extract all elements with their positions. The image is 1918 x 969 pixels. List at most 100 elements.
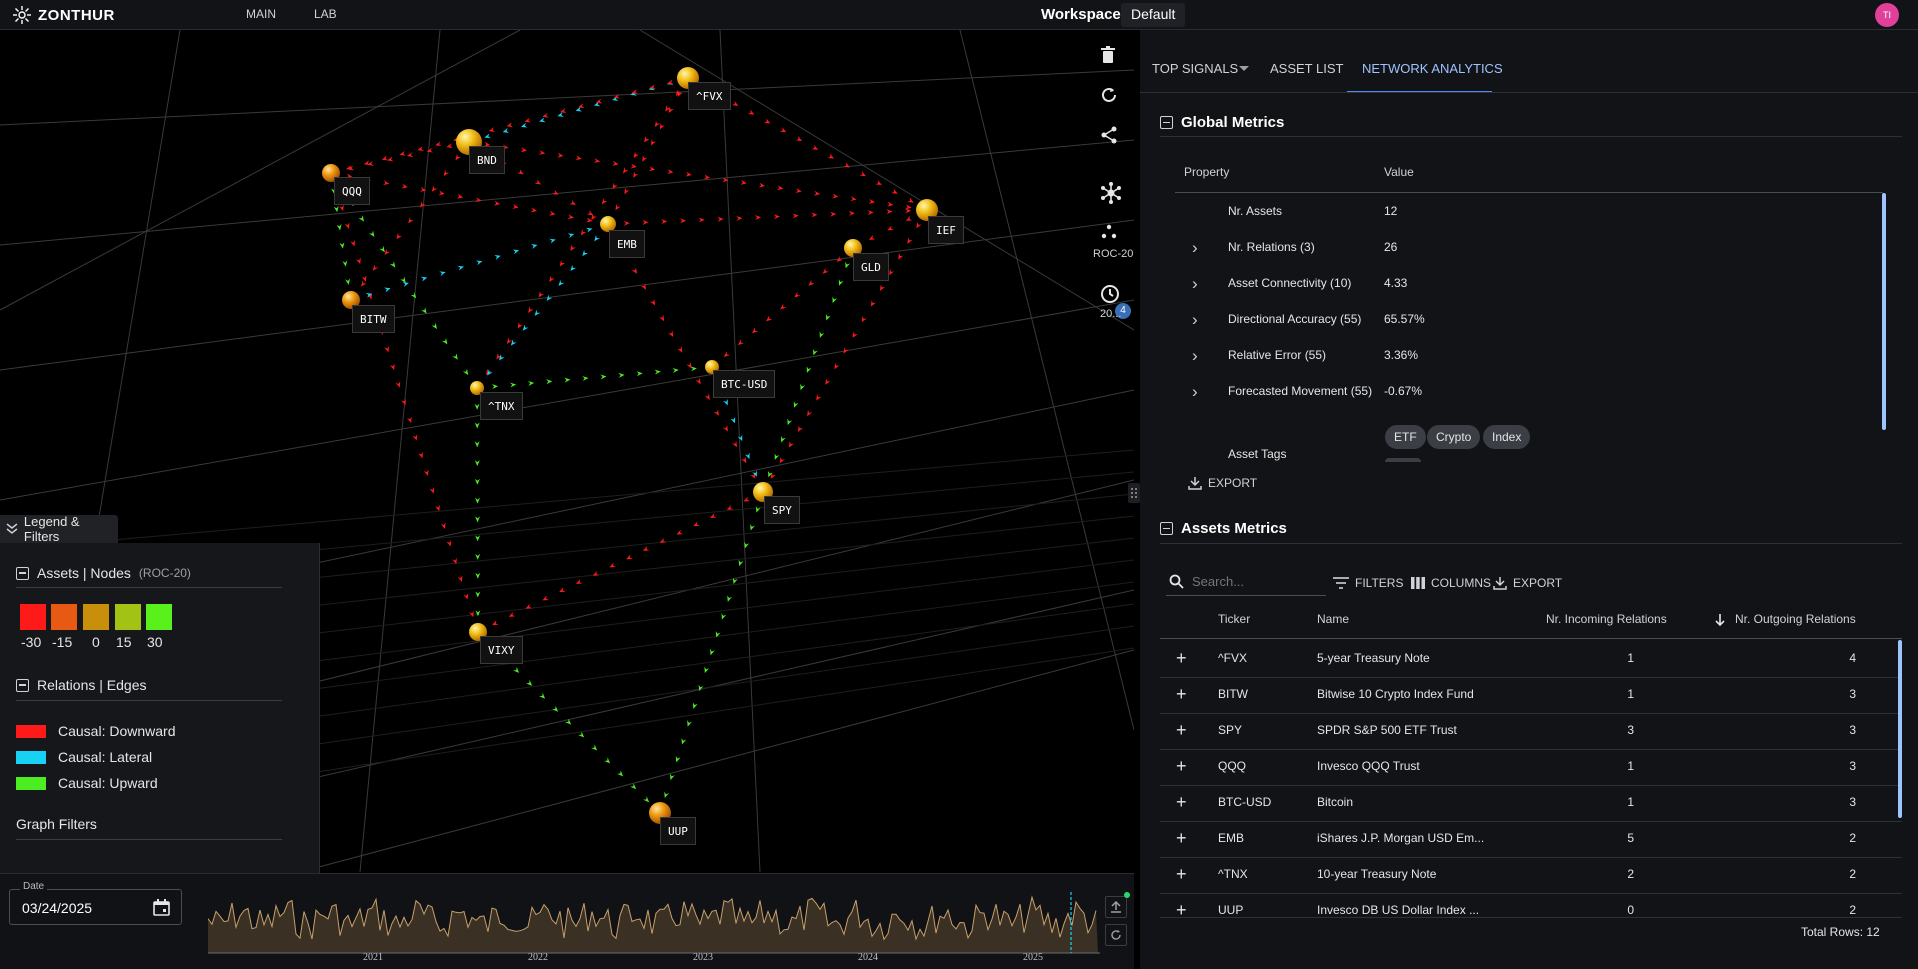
tag-chip-crypto[interactable]: Crypto <box>1427 425 1480 449</box>
legend-toggle[interactable]: Legend & Filters <box>0 515 118 543</box>
global-export-button[interactable]: EXPORT <box>1188 476 1257 490</box>
cell-outgoing: 4 <box>1849 651 1856 665</box>
table-scrollbar[interactable] <box>1898 640 1902 818</box>
node-label[interactable]: ^TNX <box>480 392 523 420</box>
expand-chevron-icon[interactable]: › <box>1192 382 1198 402</box>
global-metrics-header[interactable]: Global Metrics <box>1160 114 1284 131</box>
assets-metrics-title: Assets Metrics <box>1181 520 1287 537</box>
price-sparkline[interactable] <box>208 884 1100 954</box>
metrics-scrollbar[interactable] <box>1882 193 1886 430</box>
expand-row-icon[interactable]: + <box>1176 651 1187 665</box>
expand-row-icon[interactable]: + <box>1176 867 1187 881</box>
col-incoming[interactable]: Nr. Incoming Relations <box>1546 612 1667 626</box>
node-label[interactable]: ^FVX <box>688 82 731 110</box>
cell-ticker: EMB <box>1218 831 1244 845</box>
expand-chevron-icon[interactable]: › <box>1192 346 1198 366</box>
logo[interactable]: ZONTHUR <box>12 5 115 25</box>
year-tick: 2021 <box>363 952 383 963</box>
metric-value: 4.33 <box>1384 276 1407 290</box>
collapse-icon <box>1160 522 1173 535</box>
expand-row-icon[interactable]: + <box>1176 687 1187 701</box>
network-layout-icon[interactable] <box>1100 182 1122 204</box>
nodes-section-title: Assets | Nodes <box>37 565 131 581</box>
tab-top-signals[interactable]: TOP SIGNALS <box>1152 61 1238 76</box>
col-name[interactable]: Name <box>1317 612 1349 626</box>
columns-button[interactable]: COLUMNS <box>1411 576 1491 590</box>
asset-tags-label: Asset Tags <box>1228 447 1286 461</box>
year-tick: 2022 <box>528 952 548 963</box>
graph-nodes <box>322 67 938 824</box>
legend-tab-label: Legend & Filters <box>24 514 118 544</box>
expand-row-icon[interactable]: + <box>1176 759 1187 773</box>
node-label[interactable]: IEF <box>928 216 964 244</box>
metric-property: Directional Accuracy (55) <box>1228 312 1361 326</box>
divider <box>1175 192 1883 193</box>
divider <box>1160 917 1902 918</box>
node-label[interactable]: SPY <box>764 496 800 524</box>
upload-icon[interactable] <box>1105 896 1127 918</box>
edge-label: Causal: Downward <box>58 723 176 739</box>
refresh-icon[interactable] <box>1100 86 1122 108</box>
expand-row-icon[interactable]: + <box>1176 723 1187 737</box>
metric-property: Nr. Assets <box>1228 204 1282 218</box>
search-box[interactable] <box>1166 568 1326 596</box>
cell-ticker: SPY <box>1218 723 1242 737</box>
expand-chevron-icon[interactable]: › <box>1192 310 1198 330</box>
workspace-select[interactable]: Default <box>1121 3 1185 27</box>
filters-button[interactable]: FILTERS <box>1333 576 1403 590</box>
expand-row-icon[interactable]: + <box>1176 795 1187 809</box>
expand-row-icon[interactable]: + <box>1176 903 1187 917</box>
edges-section-header[interactable]: Relations | Edges <box>16 677 146 693</box>
graph-filters-header[interactable]: Graph Filters <box>16 816 97 832</box>
nav-main[interactable]: MAIN <box>246 7 276 21</box>
graph-edges <box>331 80 922 804</box>
cell-outgoing: 3 <box>1849 687 1856 701</box>
tab-asset-list[interactable]: ASSET LIST <box>1270 61 1343 76</box>
sort-desc-icon[interactable] <box>1714 613 1726 627</box>
node-label[interactable]: QQQ <box>334 177 370 205</box>
share-icon[interactable] <box>1100 126 1122 148</box>
reset-icon[interactable] <box>1105 924 1127 946</box>
cell-incoming: 0 <box>1627 903 1634 917</box>
tag-chip-etf[interactable]: ETF <box>1385 425 1426 449</box>
expand-chevron-icon[interactable]: › <box>1192 274 1198 294</box>
search-icon <box>1169 574 1184 589</box>
tab-network-analytics[interactable]: NETWORK ANALYTICS <box>1362 61 1503 76</box>
node-label[interactable]: VIXY <box>480 636 523 664</box>
tag-chip-index[interactable]: Index <box>1483 425 1530 449</box>
assets-export-button[interactable]: EXPORT <box>1493 576 1562 590</box>
live-dot <box>1124 892 1130 898</box>
search-input[interactable] <box>1190 570 1320 592</box>
cell-ticker: ^TNX <box>1218 867 1248 881</box>
node-label[interactable]: UUP <box>660 817 696 845</box>
col-outgoing[interactable]: Nr. Outgoing Relations <box>1735 612 1856 626</box>
node-label[interactable]: BND <box>469 146 505 174</box>
roc-metric-icon[interactable] <box>1100 223 1122 245</box>
avatar[interactable]: TI <box>1875 3 1899 27</box>
delete-icon[interactable] <box>1100 46 1122 68</box>
node-label[interactable]: GLD <box>853 253 889 281</box>
divider <box>16 700 282 701</box>
export-label: EXPORT <box>1208 476 1257 490</box>
nav-lab[interactable]: LAB <box>314 7 337 21</box>
scale-swatch <box>83 604 109 630</box>
expand-row-icon[interactable]: + <box>1176 831 1187 845</box>
node-label[interactable]: BTC-USD <box>713 370 775 398</box>
cell-incoming: 5 <box>1627 831 1634 845</box>
row-divider <box>1160 749 1902 750</box>
edge-legend-lateral: Causal: Lateral <box>16 749 152 765</box>
col-ticker[interactable]: Ticker <box>1218 612 1250 626</box>
node-label[interactable]: BITW <box>352 305 395 333</box>
assets-metrics-header[interactable]: Assets Metrics <box>1160 520 1287 537</box>
nodes-section-header[interactable]: Assets | Nodes (ROC-20) <box>16 565 191 581</box>
edge-label: Causal: Upward <box>58 775 158 791</box>
node-label[interactable]: EMB <box>609 230 645 258</box>
calendar-icon[interactable] <box>153 899 170 916</box>
panel-splitter[interactable] <box>1128 483 1140 503</box>
row-divider <box>1160 677 1902 678</box>
workspace-label: Workspace: <box>1041 6 1126 23</box>
expand-chevron-icon[interactable]: › <box>1192 238 1198 258</box>
clock-icon[interactable] <box>1100 284 1122 306</box>
chevron-down-icon[interactable] <box>1239 66 1249 72</box>
edge-legend-upward: Causal: Upward <box>16 775 158 791</box>
